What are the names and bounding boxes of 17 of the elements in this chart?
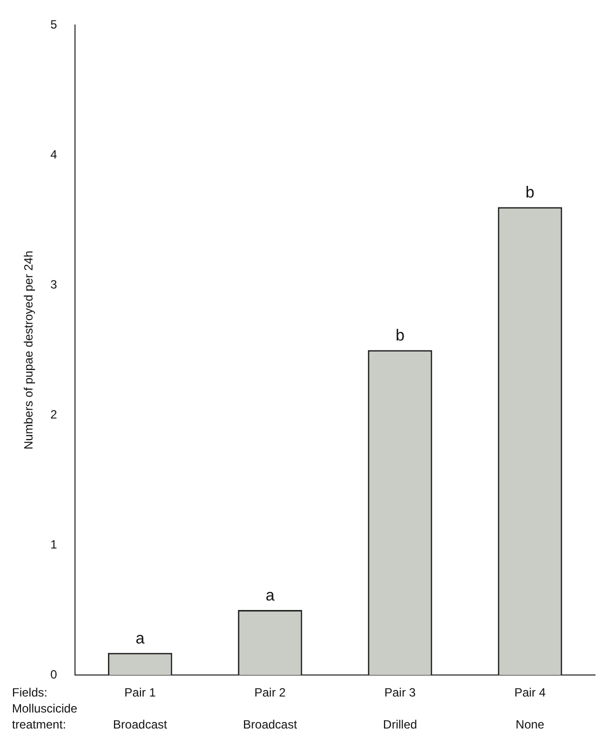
y-tick-label: 2 [50,407,58,422]
category-label: Pair 2 Broadcast [243,685,298,732]
category-label: Pair 4 None [514,685,546,732]
y-tick-label: 0 [50,667,58,682]
category-label: Pair 3 Drilled [383,685,418,732]
text: Molluscicide treatment: [12,701,78,732]
y-tick-label: 5 [50,18,58,32]
y-tick-label: 3 [50,277,58,292]
category-label: Pair 1 Broadcast [113,685,168,732]
text: Fields: [12,685,48,700]
annotation: a [136,630,145,648]
y-axis-title: Numbers of pupae destroyed per 24h [22,250,36,450]
y-tick-label: 4 [50,147,58,162]
annotation: b [396,328,405,345]
annotation: b [526,184,535,202]
y-tick-label: 1 [50,537,58,552]
annotation: a [266,587,275,604]
